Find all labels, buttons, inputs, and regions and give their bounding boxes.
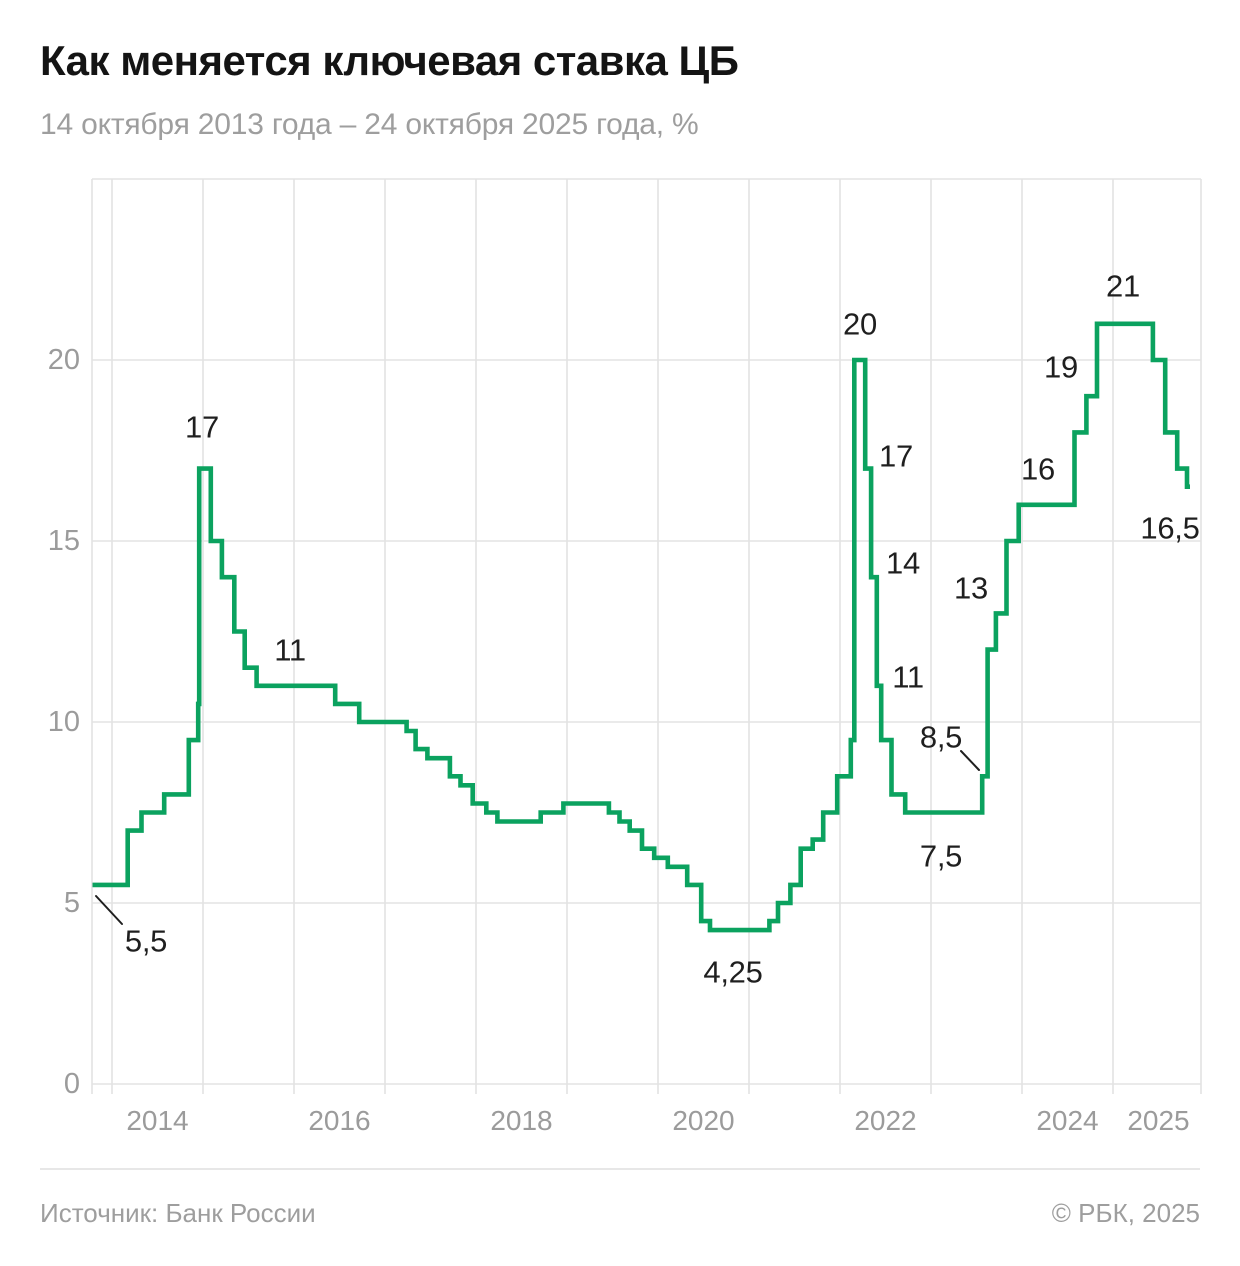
chart-header: Как меняется ключевая ставка ЦБ 14 октяб… [40, 37, 1200, 142]
x-tick-2014: 2014 [126, 1105, 188, 1136]
chart-footer: Источник: Банк России © РБК, 2025 [40, 1168, 1200, 1229]
annotation-17: 17 [185, 410, 219, 445]
x-tick-2024: 2024 [1036, 1105, 1098, 1136]
annotation-11: 11 [274, 633, 306, 668]
y-tick-0: 0 [64, 1068, 80, 1100]
annotation-8_5: 8,5 [920, 720, 962, 755]
annotation-13: 13 [954, 571, 988, 606]
value-annotations: 17 11 5,5 4,25 20 17 14 11 8,5 7,5 13 16 19 21 16,5 [95, 269, 1200, 990]
chart-grid [91, 178, 1202, 1094]
annotation-7_5: 7,5 [920, 839, 962, 874]
x-tick-2020: 2020 [672, 1105, 734, 1136]
annotation-17: 17 [879, 439, 913, 474]
source-label: Источник: Банк России [40, 1198, 316, 1228]
copyright-label: © РБК, 2025 [1051, 1198, 1200, 1228]
y-tick-20: 20 [48, 344, 80, 376]
key-rate-line [92, 321, 1190, 933]
annotation-5_5: 5,5 [125, 924, 167, 959]
annotation-20: 20 [843, 307, 877, 342]
annotation-16_5: 16,5 [1140, 511, 1199, 546]
y-tick-15: 15 [48, 525, 80, 557]
y-axis-labels: 0 5 10 15 20 [48, 344, 80, 1100]
page-title: Как меняется ключевая ставка ЦБ [40, 37, 739, 84]
annotation-19: 19 [1044, 350, 1078, 385]
x-tick-2016: 2016 [308, 1105, 370, 1136]
annotation-16: 16 [1021, 452, 1055, 487]
y-tick-5: 5 [64, 887, 80, 919]
x-tick-2018: 2018 [490, 1105, 552, 1136]
annotation-pointer-2 [95, 895, 123, 925]
x-tick-2022: 2022 [854, 1105, 916, 1136]
annotation-21: 21 [1106, 269, 1140, 304]
annotation-14: 14 [886, 546, 920, 581]
key-rate-series-path [92, 321, 1190, 933]
x-axis-labels: 2014 2016 2018 2020 2022 2024 2025 [126, 1105, 1189, 1136]
page-subtitle: 14 октября 2013 года – 24 октября 2025 г… [40, 108, 699, 142]
x-tick-2025: 2025 [1127, 1105, 1189, 1136]
y-tick-10: 10 [48, 706, 80, 738]
annotation-4_25: 4,25 [703, 955, 762, 990]
annotation-pointer-8 [960, 750, 980, 771]
annotation-11: 11 [892, 660, 924, 695]
